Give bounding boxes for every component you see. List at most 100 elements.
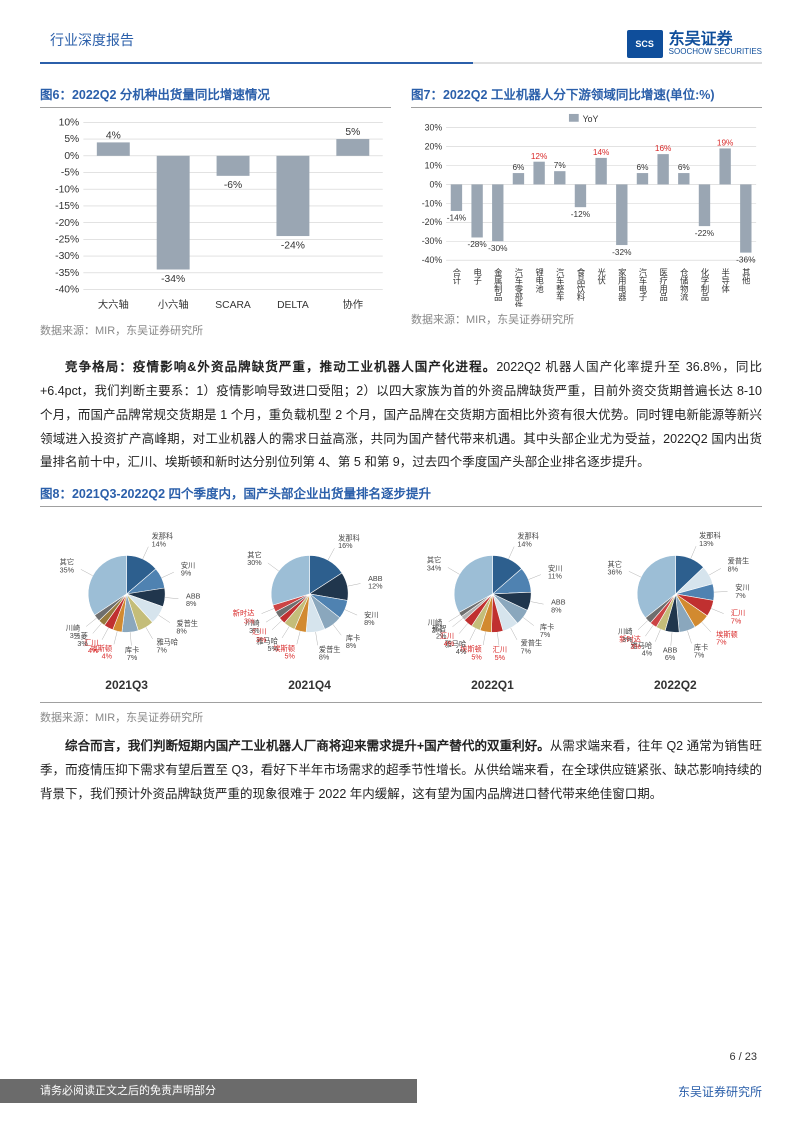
svg-text:12%: 12% bbox=[368, 582, 383, 591]
svg-text:大六轴: 大六轴 bbox=[98, 298, 129, 311]
svg-text:5%: 5% bbox=[64, 134, 79, 145]
svg-text:16%: 16% bbox=[338, 541, 353, 550]
svg-text:锂电池: 锂电池 bbox=[535, 267, 544, 293]
figure-7: 图7：2022Q2 工业机器人分下游领域同比增速(单位:%) -40%-30%-… bbox=[411, 84, 762, 346]
svg-text:14%: 14% bbox=[152, 540, 167, 549]
svg-text:35%: 35% bbox=[60, 566, 75, 575]
svg-text:协作: 协作 bbox=[342, 298, 363, 311]
svg-text:8%: 8% bbox=[319, 653, 330, 662]
svg-text:-20%: -20% bbox=[55, 218, 79, 229]
svg-text:7%: 7% bbox=[540, 630, 551, 639]
svg-text:-30%: -30% bbox=[422, 236, 443, 246]
pie-2021Q3: 发那科14%安川9%ABB8%爱普生8%雅马哈7%库卡7%埃斯顿4%汇川4%三菱… bbox=[40, 515, 213, 692]
svg-text:-40%: -40% bbox=[422, 255, 443, 265]
svg-text:7%: 7% bbox=[156, 646, 167, 655]
svg-text:5%: 5% bbox=[284, 652, 295, 661]
svg-text:3%: 3% bbox=[70, 631, 81, 640]
svg-text:-10%: -10% bbox=[422, 198, 443, 208]
svg-text:3%: 3% bbox=[249, 626, 260, 635]
svg-text:8%: 8% bbox=[364, 618, 375, 627]
pie-label: 2021Q4 bbox=[223, 678, 396, 692]
para1-lead: 竞争格局：疫情影响&外资品牌缺货严重，推动工业机器人国产化进程。 bbox=[65, 360, 496, 374]
logo-badge: SCS bbox=[627, 30, 663, 58]
svg-text:3%: 3% bbox=[622, 635, 633, 644]
svg-text:6%: 6% bbox=[678, 163, 691, 172]
fig7-title: 图7：2022Q2 工业机器人分下游领域同比增速(单位:%) bbox=[411, 84, 762, 108]
svg-text:16%: 16% bbox=[655, 144, 672, 153]
svg-text:5%: 5% bbox=[471, 653, 482, 662]
svg-text:光伏: 光伏 bbox=[597, 267, 606, 285]
page-footer: 请务必阅读正文之后的免责声明部分 东吴证券研究所 bbox=[0, 1079, 802, 1103]
para1-body: 2022Q2 机器人国产化率提升至 36.8%，同比+6.4pct，我们判断主要… bbox=[40, 360, 762, 469]
svg-text:36%: 36% bbox=[607, 568, 622, 577]
svg-text:6%: 6% bbox=[512, 163, 525, 172]
svg-text:19%: 19% bbox=[717, 139, 734, 148]
svg-text:6%: 6% bbox=[665, 653, 676, 662]
svg-text:2%: 2% bbox=[432, 626, 443, 635]
svg-text:4%: 4% bbox=[456, 647, 467, 656]
fig7-source: 数据来源：MIR，东吴证券研究所 bbox=[411, 311, 762, 327]
svg-text:-15%: -15% bbox=[55, 201, 79, 212]
svg-text:SCARA: SCARA bbox=[215, 300, 251, 311]
fig6-source: 数据来源：MIR，东吴证券研究所 bbox=[40, 322, 391, 338]
svg-text:-40%: -40% bbox=[55, 285, 79, 296]
pie-2022Q2: 发那科13%爱普生8%安川7%汇川7%埃斯顿7%库卡7%ABB6%雅马哈4%新时… bbox=[589, 515, 762, 692]
svg-text:-35%: -35% bbox=[55, 268, 79, 279]
svg-text:其他: 其他 bbox=[741, 268, 750, 286]
paragraph-2: 综合而言，我们判断短期内国产工业机器人厂商将迎来需求提升+国产替代的双重利好。从… bbox=[40, 735, 762, 806]
svg-text:-6%: -6% bbox=[224, 180, 242, 191]
svg-text:汽车整车: 汽车整车 bbox=[555, 267, 564, 302]
pie-label: 2021Q3 bbox=[40, 678, 213, 692]
header-divider bbox=[40, 62, 762, 64]
svg-text:小六轴: 小六轴 bbox=[158, 298, 189, 311]
pie-label: 2022Q1 bbox=[406, 678, 579, 692]
fig7-chart: -40%-30%-20%-10%0%10%20%30%YoY-14%合计-28%… bbox=[411, 112, 762, 307]
svg-text:汽车电子: 汽车电子 bbox=[638, 267, 647, 301]
svg-text:10%: 10% bbox=[59, 117, 80, 128]
svg-text:13%: 13% bbox=[699, 539, 714, 548]
svg-text:14%: 14% bbox=[517, 540, 532, 549]
pie-label: 2022Q2 bbox=[589, 678, 762, 692]
svg-text:3%: 3% bbox=[256, 635, 267, 644]
svg-text:4%: 4% bbox=[88, 646, 99, 655]
svg-text:-28%: -28% bbox=[467, 240, 487, 249]
svg-text:6%: 6% bbox=[636, 163, 649, 172]
svg-text:家用电器: 家用电器 bbox=[617, 267, 626, 302]
svg-text:-5%: -5% bbox=[61, 168, 79, 179]
svg-text:医疗用品: 医疗用品 bbox=[659, 268, 668, 302]
footer-disclaimer: 请务必阅读正文之后的免责声明部分 bbox=[0, 1079, 417, 1103]
pie-2021Q4: 发那科16%ABB12%安川8%库卡8%爱普生8%埃斯顿5%雅马哈5%汇川3%川… bbox=[223, 515, 396, 692]
svg-text:30%: 30% bbox=[247, 558, 262, 567]
fig8-pie-row: 发那科14%安川9%ABB8%爱普生8%雅马哈7%库卡7%埃斯顿4%汇川4%三菱… bbox=[40, 515, 762, 692]
fig8-title: 图8：2021Q3-2022Q2 四个季度内，国产头部企业出货量排名逐步提升 bbox=[40, 483, 762, 507]
svg-text:3%: 3% bbox=[244, 617, 255, 626]
svg-text:20%: 20% bbox=[425, 141, 443, 151]
svg-text:34%: 34% bbox=[427, 564, 442, 573]
svg-text:-25%: -25% bbox=[55, 234, 79, 245]
svg-text:-24%: -24% bbox=[281, 240, 305, 251]
svg-text:DELTA: DELTA bbox=[277, 300, 309, 311]
pie-2022Q1: 发那科14%安川11%ABB8%库卡7%爱普生7%汇川5%埃斯顿5%雅马哈4%汇… bbox=[406, 515, 579, 692]
svg-text:5%: 5% bbox=[267, 644, 278, 653]
svg-text:-10%: -10% bbox=[55, 184, 79, 195]
page-header: 行业深度报告 SCS 东吴证券 SOOCHOW SECURITIES bbox=[40, 30, 762, 58]
fig8-source: 数据来源：MIR，东吴证券研究所 bbox=[40, 702, 762, 725]
report-type: 行业深度报告 bbox=[40, 30, 134, 50]
svg-text:8%: 8% bbox=[551, 606, 562, 615]
svg-text:合计: 合计 bbox=[452, 267, 461, 285]
svg-text:电子: 电子 bbox=[473, 267, 482, 284]
svg-text:30%: 30% bbox=[425, 123, 443, 133]
svg-text:-32%: -32% bbox=[612, 248, 632, 257]
svg-text:-22%: -22% bbox=[695, 229, 715, 238]
svg-text:12%: 12% bbox=[531, 152, 548, 161]
svg-text:化学制品: 化学制品 bbox=[700, 267, 709, 302]
fig6-chart: -40%-35%-30%-25%-20%-15%-10%-5%0%5%10%4%… bbox=[40, 112, 391, 318]
svg-text:3%: 3% bbox=[77, 639, 88, 648]
svg-text:-30%: -30% bbox=[488, 244, 508, 253]
page-number: 6 / 23 bbox=[729, 1051, 757, 1063]
svg-text:7%: 7% bbox=[694, 651, 705, 660]
svg-text:食品饮料: 食品饮料 bbox=[576, 267, 585, 302]
svg-text:4%: 4% bbox=[444, 639, 455, 648]
logo-en: SOOCHOW SECURITIES bbox=[669, 48, 762, 56]
svg-text:汽车零部件: 汽车零部件 bbox=[514, 267, 523, 307]
